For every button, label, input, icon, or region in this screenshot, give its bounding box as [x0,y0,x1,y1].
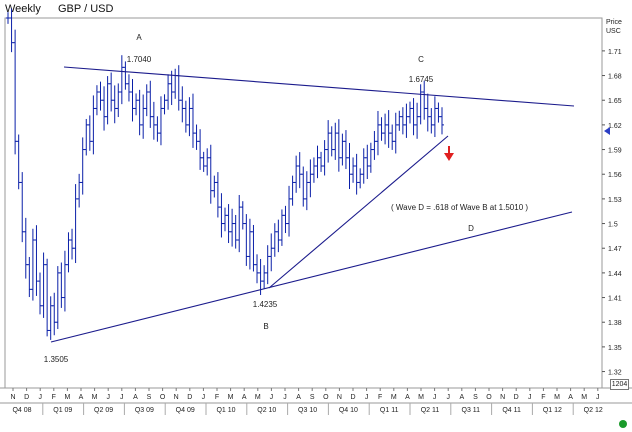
x-month-label: J [446,394,450,401]
x-month-label: D [24,394,29,401]
period-label: Weekly [5,3,41,15]
wave-projection-note: ( Wave D = .618 of Wave B at 1.5010 ) [391,203,528,212]
x-month-label: O [323,394,329,401]
point-c-label: C [418,55,424,64]
y-tick-label: 1.35 [608,345,622,352]
x-month-label: J [433,394,437,401]
x-month-label: M [64,394,70,401]
down-arrow-head-icon [444,153,454,161]
x-month-label: J [270,394,274,401]
x-month-label: J [120,394,124,401]
x-month-label: A [133,394,138,401]
x-month-label: M [255,394,261,401]
y-tick-label: 1.41 [608,296,622,303]
y-tick-label: 1.62 [608,123,622,130]
x-month-label: J [38,394,42,401]
x-month-label: O [486,394,492,401]
x-month-label: S [147,394,152,401]
navigation-dot-icon[interactable] [619,420,627,428]
zoom-level-box[interactable]: 1204 [610,379,629,390]
x-month-label: J [106,394,110,401]
symbol-label: GBP / USD [58,3,114,15]
point-b-label: B [263,322,268,331]
x-quarter-label: Q4 10 [339,407,358,414]
x-month-label: N [174,394,179,401]
x-month-label: M [581,394,587,401]
x-quarter-label: Q4 11 [502,407,521,414]
point-d-value: 1.3505 [44,355,69,364]
point-c-value: 1.6745 [409,75,434,84]
y-tick-label: 1.38 [608,320,622,327]
x-month-label: F [541,394,545,401]
x-quarter-label: Q3 09 [135,407,154,414]
x-quarter-label: Q1 10 [216,407,235,414]
x-month-label: N [500,394,505,401]
y-tick-label: 1.47 [608,246,622,253]
y-tick-label: 1.5 [608,222,618,229]
x-month-label: D [514,394,519,401]
x-month-label: N [10,394,15,401]
x-month-label: M [228,394,234,401]
x-quarter-label: Q1 09 [53,407,72,414]
price-axis-unit: Price USC [606,18,630,36]
point-b-value: 1.4235 [253,300,278,309]
x-month-label: N [337,394,342,401]
y-tick-label: 1.59 [608,148,622,155]
x-month-label: A [296,394,301,401]
x-month-label: D [187,394,192,401]
x-quarter-label: Q1 11 [380,407,399,414]
x-month-label: D [350,394,355,401]
x-month-label: O [160,394,166,401]
x-quarter-label: Q3 10 [298,407,317,414]
x-month-label: A [405,394,410,401]
current-price-marker-icon [604,127,610,135]
price-unit-line2: USC [606,28,621,35]
x-month-label: M [554,394,560,401]
upper-trendline [63,66,575,107]
y-tick-label: 1.56 [608,172,622,179]
rising-trendline [268,135,449,289]
x-month-label: S [310,394,315,401]
x-month-label: F [378,394,382,401]
wave-d-label: D [468,224,474,233]
x-month-label: A [459,394,464,401]
x-month-label: F [52,394,56,401]
lower-trendline [50,211,573,343]
y-tick-label: 1.65 [608,98,622,105]
price-unit-line1: Price [606,19,622,26]
x-month-label: A [242,394,247,401]
y-tick-label: 1.71 [608,49,622,56]
x-quarter-label: Q2 11 [421,407,440,414]
y-tick-label: 1.53 [608,197,622,204]
x-quarter-label: Q2 10 [257,407,276,414]
x-month-label: F [215,394,219,401]
x-month-label: J [365,394,369,401]
point-a-value: 1.7040 [127,55,152,64]
x-month-label: M [92,394,98,401]
y-tick-label: 1.32 [608,370,622,377]
x-quarter-label: Q4 08 [12,407,31,414]
x-quarter-label: Q1 12 [543,407,562,414]
y-tick-label: 1.68 [608,74,622,81]
x-month-label: A [568,394,573,401]
x-quarter-label: Q2 09 [94,407,113,414]
y-tick-label: 1.44 [608,271,622,278]
x-quarter-label: Q3 11 [462,407,481,414]
x-month-label: J [283,394,287,401]
x-quarter-label: Q4 09 [176,407,195,414]
x-month-label: J [528,394,532,401]
point-a-label: A [136,33,142,42]
x-month-label: S [473,394,478,401]
x-quarter-label: Q2 12 [584,407,603,414]
x-month-label: M [418,394,424,401]
x-month-label: J [596,394,600,401]
x-month-label: M [391,394,397,401]
x-month-label: J [202,394,206,401]
x-month-label: A [79,394,84,401]
